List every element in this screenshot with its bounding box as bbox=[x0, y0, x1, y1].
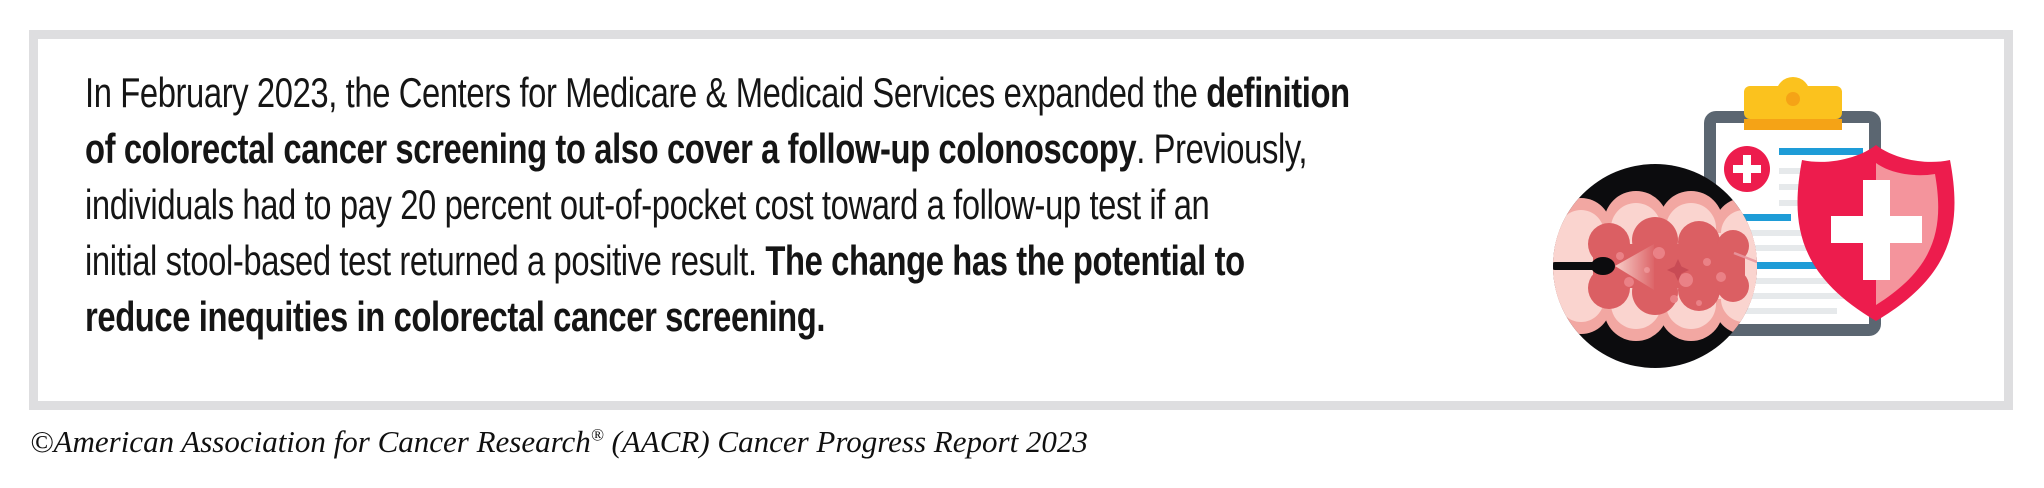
shield-cross bbox=[1831, 180, 1922, 280]
shield-cross-icon bbox=[1797, 145, 1955, 321]
medical-illustration bbox=[1553, 77, 1955, 368]
colonoscopy-icon bbox=[1553, 164, 1757, 368]
tissue-crack bbox=[1733, 251, 1757, 267]
clip-hole bbox=[1786, 92, 1800, 106]
note-segment-bold: of colorectal cancer screening to also c… bbox=[85, 125, 1137, 172]
attribution-suffix: (AACR) Cancer Progress Report 2023 bbox=[603, 424, 1088, 459]
colonoscope-icon bbox=[1553, 257, 1615, 275]
clipboard-clip bbox=[1744, 77, 1842, 130]
medical-cross-badge-icon bbox=[1724, 146, 1770, 192]
note-text: In February 2023, the Centers for Medica… bbox=[85, 65, 1350, 345]
note-segment-bold: definition bbox=[1206, 69, 1350, 116]
polyp-spots bbox=[1616, 247, 1726, 306]
note-line: reduce inequities in colorectal cancer s… bbox=[85, 289, 1350, 345]
callout-box: In February 2023, the Centers for Medica… bbox=[29, 30, 2013, 410]
note-segment-bold: reduce inequities in colorectal cancer s… bbox=[85, 293, 826, 340]
note-segment: individuals had to pay 20 percent out-of… bbox=[85, 181, 1210, 228]
attribution-text: ©American Association for Cancer Researc… bbox=[30, 424, 591, 459]
sparkle-icon bbox=[1667, 259, 1689, 281]
note-line: In February 2023, the Centers for Medica… bbox=[85, 65, 1350, 121]
attribution-line: ©American Association for Cancer Researc… bbox=[30, 424, 1088, 460]
note-segment-bold: The change has the potential to bbox=[765, 237, 1245, 284]
light-beam bbox=[1615, 244, 1654, 290]
note-line: individuals had to pay 20 percent out-of… bbox=[85, 177, 1350, 233]
registered-trademark-symbol: ® bbox=[590, 425, 604, 445]
note-segment: In February 2023, the Centers for Medica… bbox=[85, 69, 1207, 116]
note-line: of colorectal cancer screening to also c… bbox=[85, 121, 1350, 177]
note-segment: initial stool-based test returned a posi… bbox=[85, 237, 766, 284]
note-segment: . Previously, bbox=[1136, 125, 1308, 172]
note-line: initial stool-based test returned a posi… bbox=[85, 233, 1350, 289]
